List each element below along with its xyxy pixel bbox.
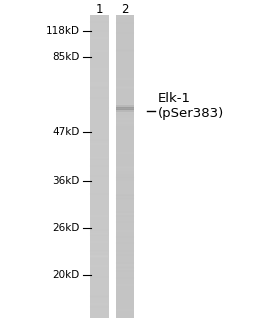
Text: Elk-1
(pSer383): Elk-1 (pSer383)	[158, 92, 225, 120]
Text: 85kD: 85kD	[52, 52, 80, 62]
Text: 26kD: 26kD	[52, 223, 80, 233]
Text: 118kD: 118kD	[46, 26, 80, 36]
Bar	[115, 107, 134, 110]
Text: 47kD: 47kD	[52, 127, 80, 137]
Bar	[115, 109, 134, 112]
Text: 20kD: 20kD	[53, 271, 80, 280]
Text: 1: 1	[96, 3, 103, 16]
Bar	[90, 15, 109, 318]
Text: 36kD: 36kD	[52, 176, 80, 186]
Text: 2: 2	[121, 3, 128, 16]
Bar	[115, 105, 134, 108]
Bar	[115, 15, 134, 318]
